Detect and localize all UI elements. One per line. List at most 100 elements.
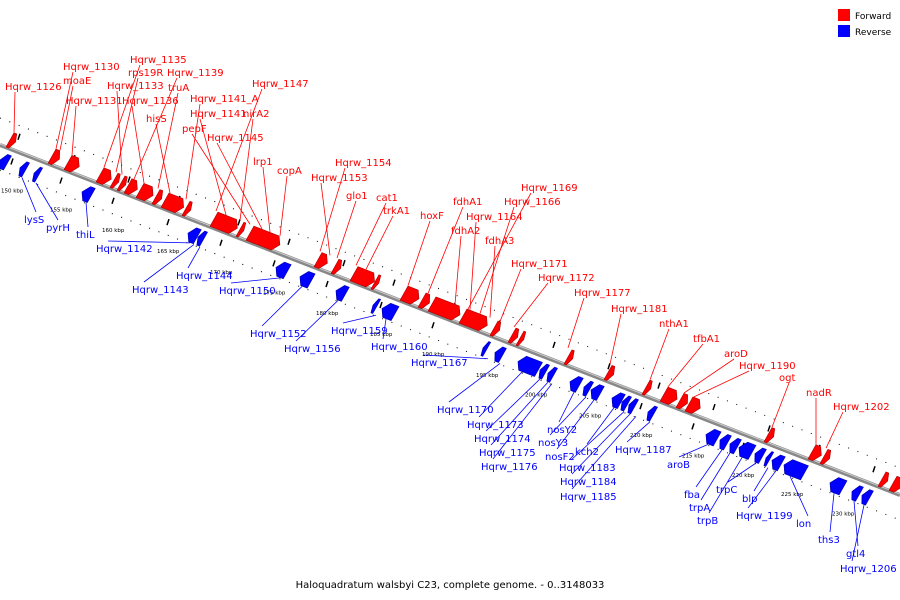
tick-label: 215 kbp — [682, 453, 705, 459]
forward-gene-label-arod: aroD — [724, 349, 748, 360]
forward-gene-arrow — [507, 327, 520, 344]
legend-reverse-swatch — [838, 25, 850, 37]
forward-gene-label-hqrw-1126: Hqrw_1126 — [5, 82, 62, 93]
forward-gene-arrow — [427, 296, 461, 321]
reverse-gene-arrow — [538, 363, 550, 380]
reverse-leader-line — [727, 462, 757, 483]
forward-gene-arrow — [641, 379, 653, 396]
forward-gene-arrow — [209, 211, 238, 234]
reverse-leader-line — [422, 354, 489, 360]
legend-forward-label: Forward — [855, 12, 891, 22]
reverse-gene-label-hqrw-1150: Hqrw_1150 — [219, 286, 276, 297]
reverse-leader-line — [382, 319, 387, 340]
reverse-gene-label-trpa: trpA — [689, 503, 710, 514]
reverse-gene-arrow — [851, 485, 864, 502]
genome-backbone — [0, 143, 900, 497]
forward-gene-label-copa: copA — [277, 166, 302, 177]
forward-gene-label-hqrw-1172: Hqrw_1172 — [538, 273, 595, 284]
tick-label: 160 kbp — [102, 228, 125, 234]
reverse-gene-label-gtl4: gtl4 — [846, 549, 865, 560]
reverse-leader-line — [570, 411, 625, 461]
reverse-gene-label-hqrw-1167: Hqrw_1167 — [411, 358, 468, 369]
tick-mark — [872, 466, 876, 473]
reverse-leader-line — [35, 182, 59, 221]
reverse-gene-label-hqrw-1199: Hqrw_1199 — [736, 511, 793, 522]
reverse-gene-arrow — [763, 451, 775, 467]
reverse-gene-arrow — [590, 384, 605, 401]
tick-label: 165 kbp — [157, 249, 180, 255]
forward-leader-line — [427, 206, 464, 294]
forward-gene-arrow — [563, 349, 575, 366]
reverse-gene-arrow — [719, 434, 732, 451]
forward-gene-label-hqrw-1136: Hqrw_1136 — [122, 96, 179, 107]
forward-leader-line — [825, 411, 844, 449]
reverse-gene-arrow — [646, 405, 658, 422]
reverse-leader-line — [747, 470, 777, 509]
reverse-gene-arrow — [738, 441, 757, 460]
reverse-gene-label-pyrh: pyrH — [46, 223, 70, 234]
forward-leader-line — [609, 313, 622, 365]
reverse-gene-arrow — [582, 380, 594, 397]
tick-mark — [325, 280, 329, 288]
forward-gene-label-hqrw-1139: Hqrw_1139 — [167, 68, 224, 79]
reverse-gene-arrow — [370, 298, 382, 314]
tick-mark — [272, 260, 276, 267]
tick-label: 205 kbp — [579, 413, 602, 419]
tick-label: 150 kbp — [1, 189, 24, 195]
reverse-leader-line — [143, 244, 195, 283]
reverse-gene-arrow — [627, 398, 639, 415]
forward-leader-line — [191, 133, 251, 225]
reverse-dotted-guide — [0, 169, 900, 521]
forward-gene-label-hqrw-1190: Hqrw_1190 — [739, 361, 796, 372]
reverse-gene-arrow — [783, 459, 809, 481]
tick-mark — [712, 403, 716, 411]
tick-mark — [111, 197, 115, 205]
reverse-leader-line — [571, 413, 631, 475]
forward-leader-line — [262, 166, 271, 233]
leader-layer — [13, 64, 865, 562]
genome-caption: Haloquadratum walsbyi C23, complete geno… — [296, 580, 605, 591]
forward-gene-label-cat1: cat1 — [376, 193, 398, 204]
reverse-gene-label-hqrw-1160: Hqrw_1160 — [371, 342, 428, 353]
reverse-leader-line — [261, 286, 303, 327]
forward-gene-label-hoxf: hoxF — [420, 211, 444, 222]
reverse-leader-line — [21, 177, 37, 213]
reverse-gene-label-lyss: lysS — [24, 215, 44, 226]
forward-gene-label-hqrw-1177: Hqrw_1177 — [574, 288, 631, 299]
reverse-gene-label-hqrw-1206: Hqrw_1206 — [840, 564, 897, 575]
forward-gene-label-hqrw-1131: Hqrw_1131 — [66, 96, 123, 107]
forward-gene-label-hqrw-1181: Hqrw_1181 — [611, 304, 668, 315]
forward-gene-label-hqrw-1202: Hqrw_1202 — [833, 402, 890, 413]
reverse-gene-label-hqrw-1187: Hqrw_1187 — [615, 445, 672, 456]
tick-mark — [431, 321, 435, 329]
tick-mark — [767, 425, 771, 432]
forward-gene-arrow — [135, 183, 154, 202]
tick-label: 185 kbp — [370, 332, 393, 338]
forward-gene-label-ntha1: nthA1 — [659, 319, 689, 330]
reverse-gene-arrow — [771, 454, 786, 472]
tick-mark — [166, 218, 170, 226]
reverse-gene-arrow — [275, 261, 292, 280]
tick-mark — [657, 382, 661, 389]
forward-dotted-guide — [0, 117, 900, 469]
reverse-leader-line — [851, 504, 865, 562]
reverse-gene-label-nosf2: nosF2 — [545, 452, 575, 463]
forward-gene-label-hqrw-1169: Hqrw_1169 — [521, 183, 578, 194]
forward-gene-label-tfba1: tfbA1 — [693, 334, 720, 345]
tick-label: 210 kbp — [630, 433, 653, 439]
reverse-gene-label-thil: thiL — [76, 230, 95, 241]
reverse-leader-line — [700, 452, 731, 501]
forward-gene-label-hqrw-1166: Hqrw_1166 — [504, 197, 561, 208]
forward-leader-line — [320, 182, 331, 256]
forward-gene-label-hqrw-1133: Hqrw_1133 — [107, 81, 164, 92]
forward-gene-label-pepf: pepF — [182, 124, 207, 135]
forward-gene-label-hqrw-1141-a: Hqrw_1141_A — [190, 94, 259, 105]
gene-layer — [0, 132, 900, 506]
forward-leader-line — [103, 64, 141, 168]
forward-leader-line — [55, 71, 74, 149]
reverse-gene-label-trpb: trpB — [697, 516, 718, 527]
forward-leader-line — [407, 220, 431, 286]
forward-leader-line — [365, 215, 394, 270]
